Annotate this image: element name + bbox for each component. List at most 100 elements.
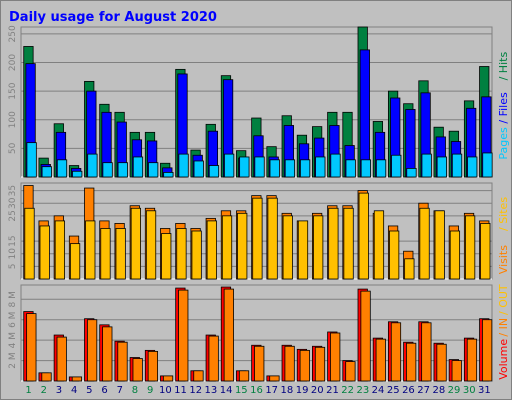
y-tick-label: 15	[8, 235, 18, 246]
bar-sites-day-25	[389, 230, 400, 280]
bar-in-day-11	[178, 289, 189, 382]
bar-pages-day-13	[208, 165, 220, 178]
x-tick-label: 13	[205, 385, 218, 396]
x-tick-label: 16	[250, 385, 263, 396]
bar-in-day-14	[223, 288, 234, 382]
bar-sites-day-29	[449, 230, 461, 280]
bar-sites-day-18	[282, 215, 293, 280]
side-label: Files	[497, 92, 510, 116]
side-label: Hits	[497, 52, 510, 74]
bar-pages-day-6	[102, 162, 113, 178]
y-tick-label: 2 M	[8, 352, 18, 368]
bar-files-day-23	[359, 49, 370, 178]
bar-in-day-31	[482, 319, 493, 382]
bar-pages-day-3	[56, 159, 68, 178]
bar-pages-day-16	[254, 156, 265, 178]
bar-pages-day-11	[178, 153, 189, 178]
side-label: /	[497, 333, 510, 337]
x-tick-label: 11	[174, 385, 187, 396]
x-tick-label: 22	[341, 385, 354, 396]
bar-sites-day-10	[161, 233, 172, 280]
y-tick-label: 35	[8, 185, 18, 196]
bar-pages-day-10	[163, 172, 174, 178]
bar-in-day-22	[345, 361, 356, 382]
side-label: Sites	[497, 197, 510, 224]
bar-sites-day-31	[480, 223, 491, 280]
x-tick-label: 26	[402, 385, 415, 396]
bar-files-day-26	[405, 109, 416, 178]
bar-pages-day-15	[239, 156, 250, 178]
bar-in-day-28	[436, 343, 447, 382]
bar-in-day-19	[299, 349, 310, 382]
bar-pages-day-22	[345, 159, 356, 178]
x-tick-label: 14	[220, 385, 233, 396]
x-tick-label: 20	[311, 385, 324, 396]
bar-pages-day-12	[193, 160, 204, 178]
bar-sites-day-23	[358, 192, 369, 280]
bar-in-day-23	[360, 290, 371, 382]
bar-in-day-2	[41, 372, 52, 382]
bar-in-day-12	[193, 370, 204, 382]
bar-pages-day-14	[224, 153, 235, 178]
bar-in-day-15	[238, 370, 250, 382]
y-tick-label: 10	[8, 248, 18, 260]
x-tick-label: 12	[189, 385, 202, 396]
bar-pages-day-20	[315, 156, 326, 178]
bar-pages-day-21	[330, 153, 341, 178]
bar-pages-day-18	[284, 159, 296, 178]
bar-sites-day-4	[69, 243, 81, 280]
bar-in-day-7	[117, 341, 128, 382]
bar-sites-day-8	[130, 207, 141, 280]
bar-sites-day-12	[191, 230, 202, 280]
side-label: /	[497, 227, 510, 231]
y-tick-label: 50	[8, 142, 18, 154]
bar-pages-day-31	[482, 152, 493, 178]
x-tick-label: 4	[71, 385, 77, 396]
bar-pages-day-7	[117, 162, 128, 178]
x-tick-label: 8	[132, 385, 138, 396]
y-tick-label: 6 M	[8, 312, 18, 328]
x-tick-label: 19	[296, 385, 309, 396]
x-tick-label: 6	[101, 385, 107, 396]
x-tick-label: 10	[159, 385, 172, 396]
bar-in-day-3	[56, 336, 67, 382]
x-tick-label: 31	[478, 385, 491, 396]
bar-pages-day-24	[375, 159, 387, 178]
bar-in-day-6	[102, 326, 113, 382]
y-tick-label: 8 M	[8, 291, 18, 307]
bar-pages-day-26	[406, 168, 417, 178]
bar-sites-day-14	[221, 215, 233, 280]
bar-in-day-24	[375, 338, 386, 382]
x-tick-label: 3	[56, 385, 62, 396]
bar-sites-day-15	[237, 212, 248, 280]
bar-pages-day-23	[360, 159, 372, 178]
x-tick-label: 18	[281, 385, 294, 396]
bar-sites-day-27	[419, 207, 430, 280]
x-tick-label: 2	[41, 385, 47, 396]
side-label: IN	[497, 318, 510, 329]
bar-sites-day-6	[100, 228, 111, 280]
bar-sites-day-21	[328, 207, 339, 280]
y-tick-label: 200	[8, 54, 18, 71]
bar-in-day-21	[330, 332, 341, 382]
x-tick-label: 29	[448, 385, 461, 396]
x-tick-label: 25	[387, 385, 400, 396]
bar-sites-day-11	[176, 228, 187, 280]
bar-sites-day-9	[145, 210, 157, 280]
bar-pages-day-8	[132, 156, 144, 178]
bar-in-day-20	[314, 346, 326, 382]
x-tick-label: 15	[235, 385, 248, 396]
bar-sites-day-1	[24, 207, 35, 280]
bar-sites-day-3	[54, 220, 66, 280]
bar-in-day-16	[254, 345, 265, 382]
y-tick-label: 150	[8, 82, 18, 99]
x-tick-label: 27	[417, 385, 430, 396]
bar-in-day-27	[421, 322, 432, 382]
bar-sites-day-24	[373, 210, 385, 280]
bar-pages-day-2	[41, 166, 52, 178]
y-tick-label: 5	[8, 264, 18, 270]
x-tick-label: 7	[117, 385, 123, 396]
bar-sites-day-5	[85, 220, 96, 280]
x-tick-label: 9	[147, 385, 153, 396]
